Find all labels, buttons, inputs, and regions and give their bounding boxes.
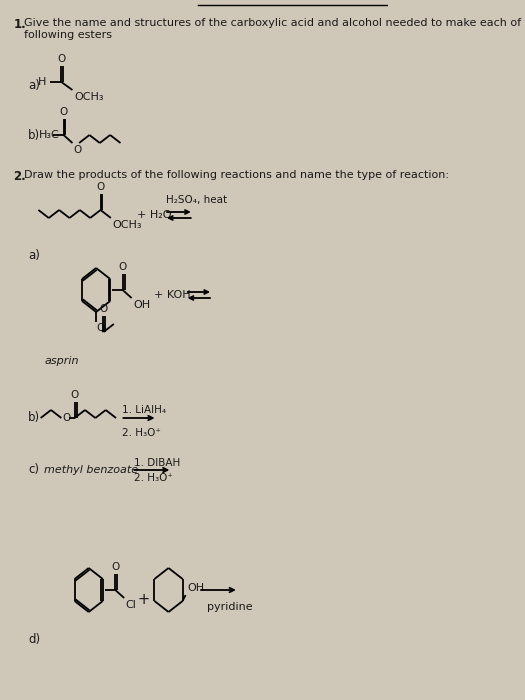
Text: d): d) [28, 634, 40, 647]
Text: O: O [97, 323, 105, 333]
Text: H₂SO₄, heat: H₂SO₄, heat [165, 195, 227, 205]
Text: OCH₃: OCH₃ [74, 92, 103, 102]
Text: 2. H₃O⁺: 2. H₃O⁺ [122, 428, 161, 438]
Text: 1. LiAlH₄: 1. LiAlH₄ [122, 405, 166, 415]
Text: H₃C: H₃C [38, 130, 59, 140]
Text: O: O [119, 262, 127, 272]
Text: asprin: asprin [44, 356, 79, 366]
Text: O: O [97, 182, 104, 192]
Text: O: O [63, 413, 71, 423]
Text: c): c) [28, 463, 39, 477]
Text: Draw the products of the following reactions and name the type of reaction:: Draw the products of the following react… [24, 170, 449, 180]
Text: following esters: following esters [24, 30, 112, 40]
Text: a): a) [28, 78, 40, 92]
Text: O: O [99, 304, 108, 314]
Text: OH: OH [187, 583, 204, 593]
Text: O: O [59, 107, 68, 117]
Text: O: O [111, 562, 120, 572]
Text: OCH₃: OCH₃ [112, 220, 142, 230]
Text: Cl: Cl [125, 600, 136, 610]
Text: 2.: 2. [13, 170, 26, 183]
Text: b): b) [28, 412, 40, 424]
Text: methyl benzoate: methyl benzoate [44, 465, 139, 475]
Text: 1. DIBAH: 1. DIBAH [134, 458, 180, 468]
Text: pyridine: pyridine [207, 602, 253, 612]
Text: O: O [57, 54, 66, 64]
Text: + KOH: + KOH [154, 290, 191, 300]
Text: a): a) [28, 248, 40, 262]
Text: 1.: 1. [13, 18, 26, 31]
Text: O: O [73, 145, 81, 155]
Text: + H₂O: + H₂O [136, 210, 171, 220]
Text: b): b) [28, 129, 40, 141]
Text: OH: OH [133, 300, 150, 310]
Text: Give the name and structures of the carboxylic acid and alcohol needed to make e: Give the name and structures of the carb… [24, 18, 525, 28]
Text: 2. H₃O⁺: 2. H₃O⁺ [134, 473, 173, 483]
Text: H: H [37, 77, 46, 87]
Text: +: + [138, 592, 150, 608]
Text: O: O [70, 390, 79, 400]
